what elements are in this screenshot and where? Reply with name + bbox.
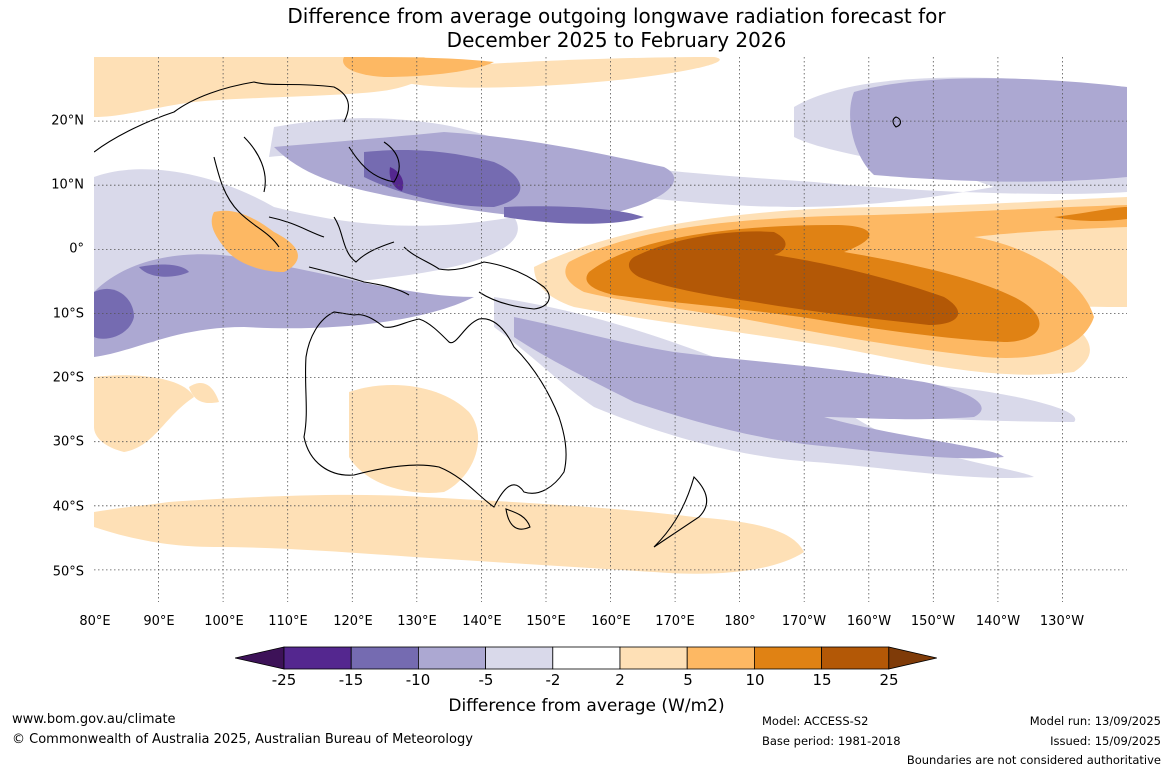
colorbar xyxy=(235,646,937,670)
y-tick-label: 10°N xyxy=(51,177,84,193)
gridlines xyxy=(94,57,1127,602)
coastlines xyxy=(94,81,902,548)
colorbar-cell xyxy=(552,646,621,670)
y-tick-label: 0° xyxy=(69,241,84,257)
issued-text: Issued: 15/09/2025 xyxy=(1050,734,1161,748)
x-tick-label: 140°E xyxy=(462,614,502,629)
model-text: Model: ACCESS-S2 xyxy=(762,714,869,728)
y-tick-label: 20°S xyxy=(52,370,84,386)
colorbar-tick-label: -2 xyxy=(545,671,561,689)
colorbar-tick-label: 10 xyxy=(745,671,765,689)
disclaimer-text: Boundaries are not considered authoritat… xyxy=(906,753,1161,767)
x-tick-label: 140°W xyxy=(975,614,1021,629)
colorbar-cells xyxy=(235,646,937,670)
colorbar-tick-label: 15 xyxy=(812,671,832,689)
x-tick-label: 90°E xyxy=(143,614,175,629)
colorbar-cell xyxy=(283,646,352,670)
colorbar-extend-min xyxy=(235,646,285,670)
model-run-text: Model run: 13/09/2025 xyxy=(1029,714,1161,728)
x-tick-label: 170°W xyxy=(781,614,827,629)
x-tick-label: 160°E xyxy=(591,614,631,629)
colorbar-tick-label: -5 xyxy=(478,671,494,689)
colorbar-tick-label: 5 xyxy=(683,671,693,689)
x-tick-label: 130°W xyxy=(1039,614,1085,629)
title-line-1: Difference from average outgoing longwav… xyxy=(287,4,946,28)
x-tick-label: 170°E xyxy=(655,614,695,629)
colorbar-tick-label: -15 xyxy=(338,671,364,689)
x-tick-label: 150°W xyxy=(910,614,956,629)
y-tick-label: 50°S xyxy=(52,564,84,580)
x-tick-label: 150°E xyxy=(526,614,566,629)
y-tick-label: 20°N xyxy=(51,113,84,129)
colorbar-tick-label: -10 xyxy=(405,671,431,689)
base-period-text: Base period: 1981-2018 xyxy=(762,734,901,748)
colorbar-cell xyxy=(619,646,688,670)
x-tick-label: 80°E xyxy=(79,614,111,629)
colorbar-tick-label: 2 xyxy=(615,671,625,689)
y-tick-label: 30°S xyxy=(52,434,84,450)
y-tick-label: 40°S xyxy=(52,499,84,515)
x-tick-label: 110°E xyxy=(268,614,308,629)
colorbar-cell xyxy=(350,646,419,670)
title-line-2: December 2025 to February 2026 xyxy=(446,28,787,52)
colorbar-label: Difference from average (W/m2) xyxy=(448,696,725,716)
olr-anomaly-map xyxy=(94,57,1127,602)
x-tick-label: 120°E xyxy=(333,614,373,629)
colorbar-extend-max xyxy=(888,646,937,670)
colorbar-cell xyxy=(485,646,554,670)
copyright-text: © Commonwealth of Australia 2025, Austra… xyxy=(12,732,473,747)
anomaly-shading-brown xyxy=(628,231,959,325)
x-tick-label: 180° xyxy=(724,614,756,629)
colorbar-cell xyxy=(417,646,486,670)
x-tick-label: 100°E xyxy=(204,614,244,629)
website-text: www.bom.gov.au/climate xyxy=(12,712,176,727)
colorbar-tick-label: 25 xyxy=(879,671,899,689)
colorbar-cell xyxy=(821,646,890,670)
colorbar-cell xyxy=(754,646,823,670)
y-tick-label: 10°S xyxy=(52,306,84,322)
colorbar-cell xyxy=(686,646,755,670)
x-tick-label: 160°W xyxy=(846,614,892,629)
x-tick-label: 130°E xyxy=(397,614,437,629)
colorbar-tick-label: -25 xyxy=(271,671,297,689)
map-canvas xyxy=(94,57,1127,602)
chart-title: Difference from average outgoing longwav… xyxy=(0,4,1173,52)
